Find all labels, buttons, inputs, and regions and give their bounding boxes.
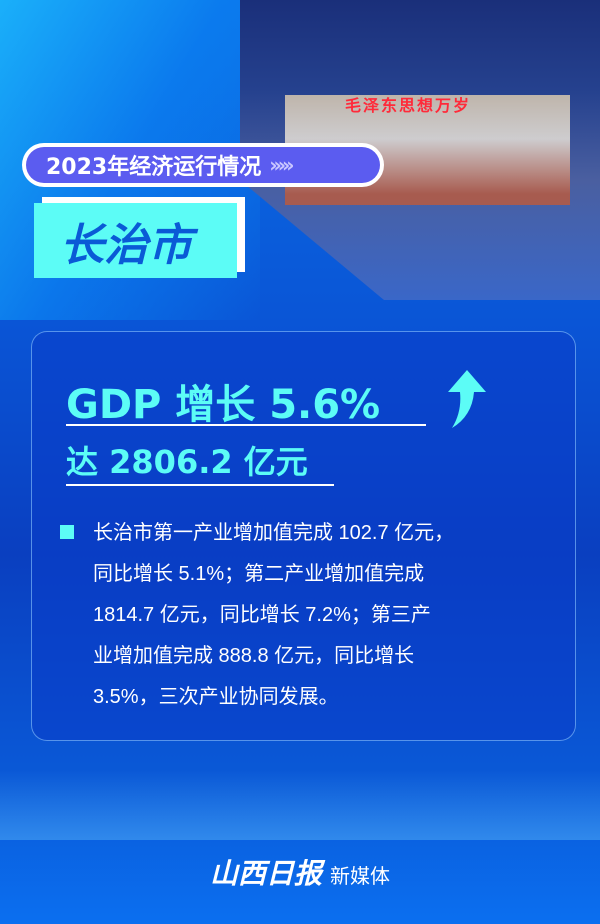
body-line: 同比增长 5.1%；第二产业增加值完成 [93,563,425,585]
gdp-total: 达 2806.2 亿元 [66,443,308,481]
city-title: 长治市 [34,203,237,278]
body-line: 3.5%，三次产业协同发展。 [93,686,339,708]
footer-logo: 山西日报 新媒体 [0,852,600,892]
year-tag-label: 2023年经济运行情况 [46,155,262,180]
body-line: 长治市第一产业增加值完成 102.7 亿元， [93,522,455,544]
divider [66,484,334,486]
divider [66,424,426,426]
body-text: 长治市第一产业增加值完成 102.7 亿元， 同比增长 5.1%；第二产业增加值… [93,513,454,718]
logo-suffix: 新媒体 [330,864,390,888]
bullet-icon [60,525,74,539]
gdp-headline: GDP 增长 5.6% [66,382,381,428]
chevrons-icon: ››››› [269,153,294,177]
year-tag: 2023年经济运行情况 ››››› [22,143,384,187]
body-line: 1814.7 亿元，同比增长 7.2%；第三产 [93,604,431,626]
logo-text: 山西日报 [209,857,322,890]
info-card [31,331,576,741]
skyline-graphic [0,770,600,840]
building-sign: 毛泽东思想万岁 [345,96,472,115]
up-arrow-icon [448,370,486,428]
body-line: 业增加值完成 888.8 亿元，同比增长 [93,645,415,667]
